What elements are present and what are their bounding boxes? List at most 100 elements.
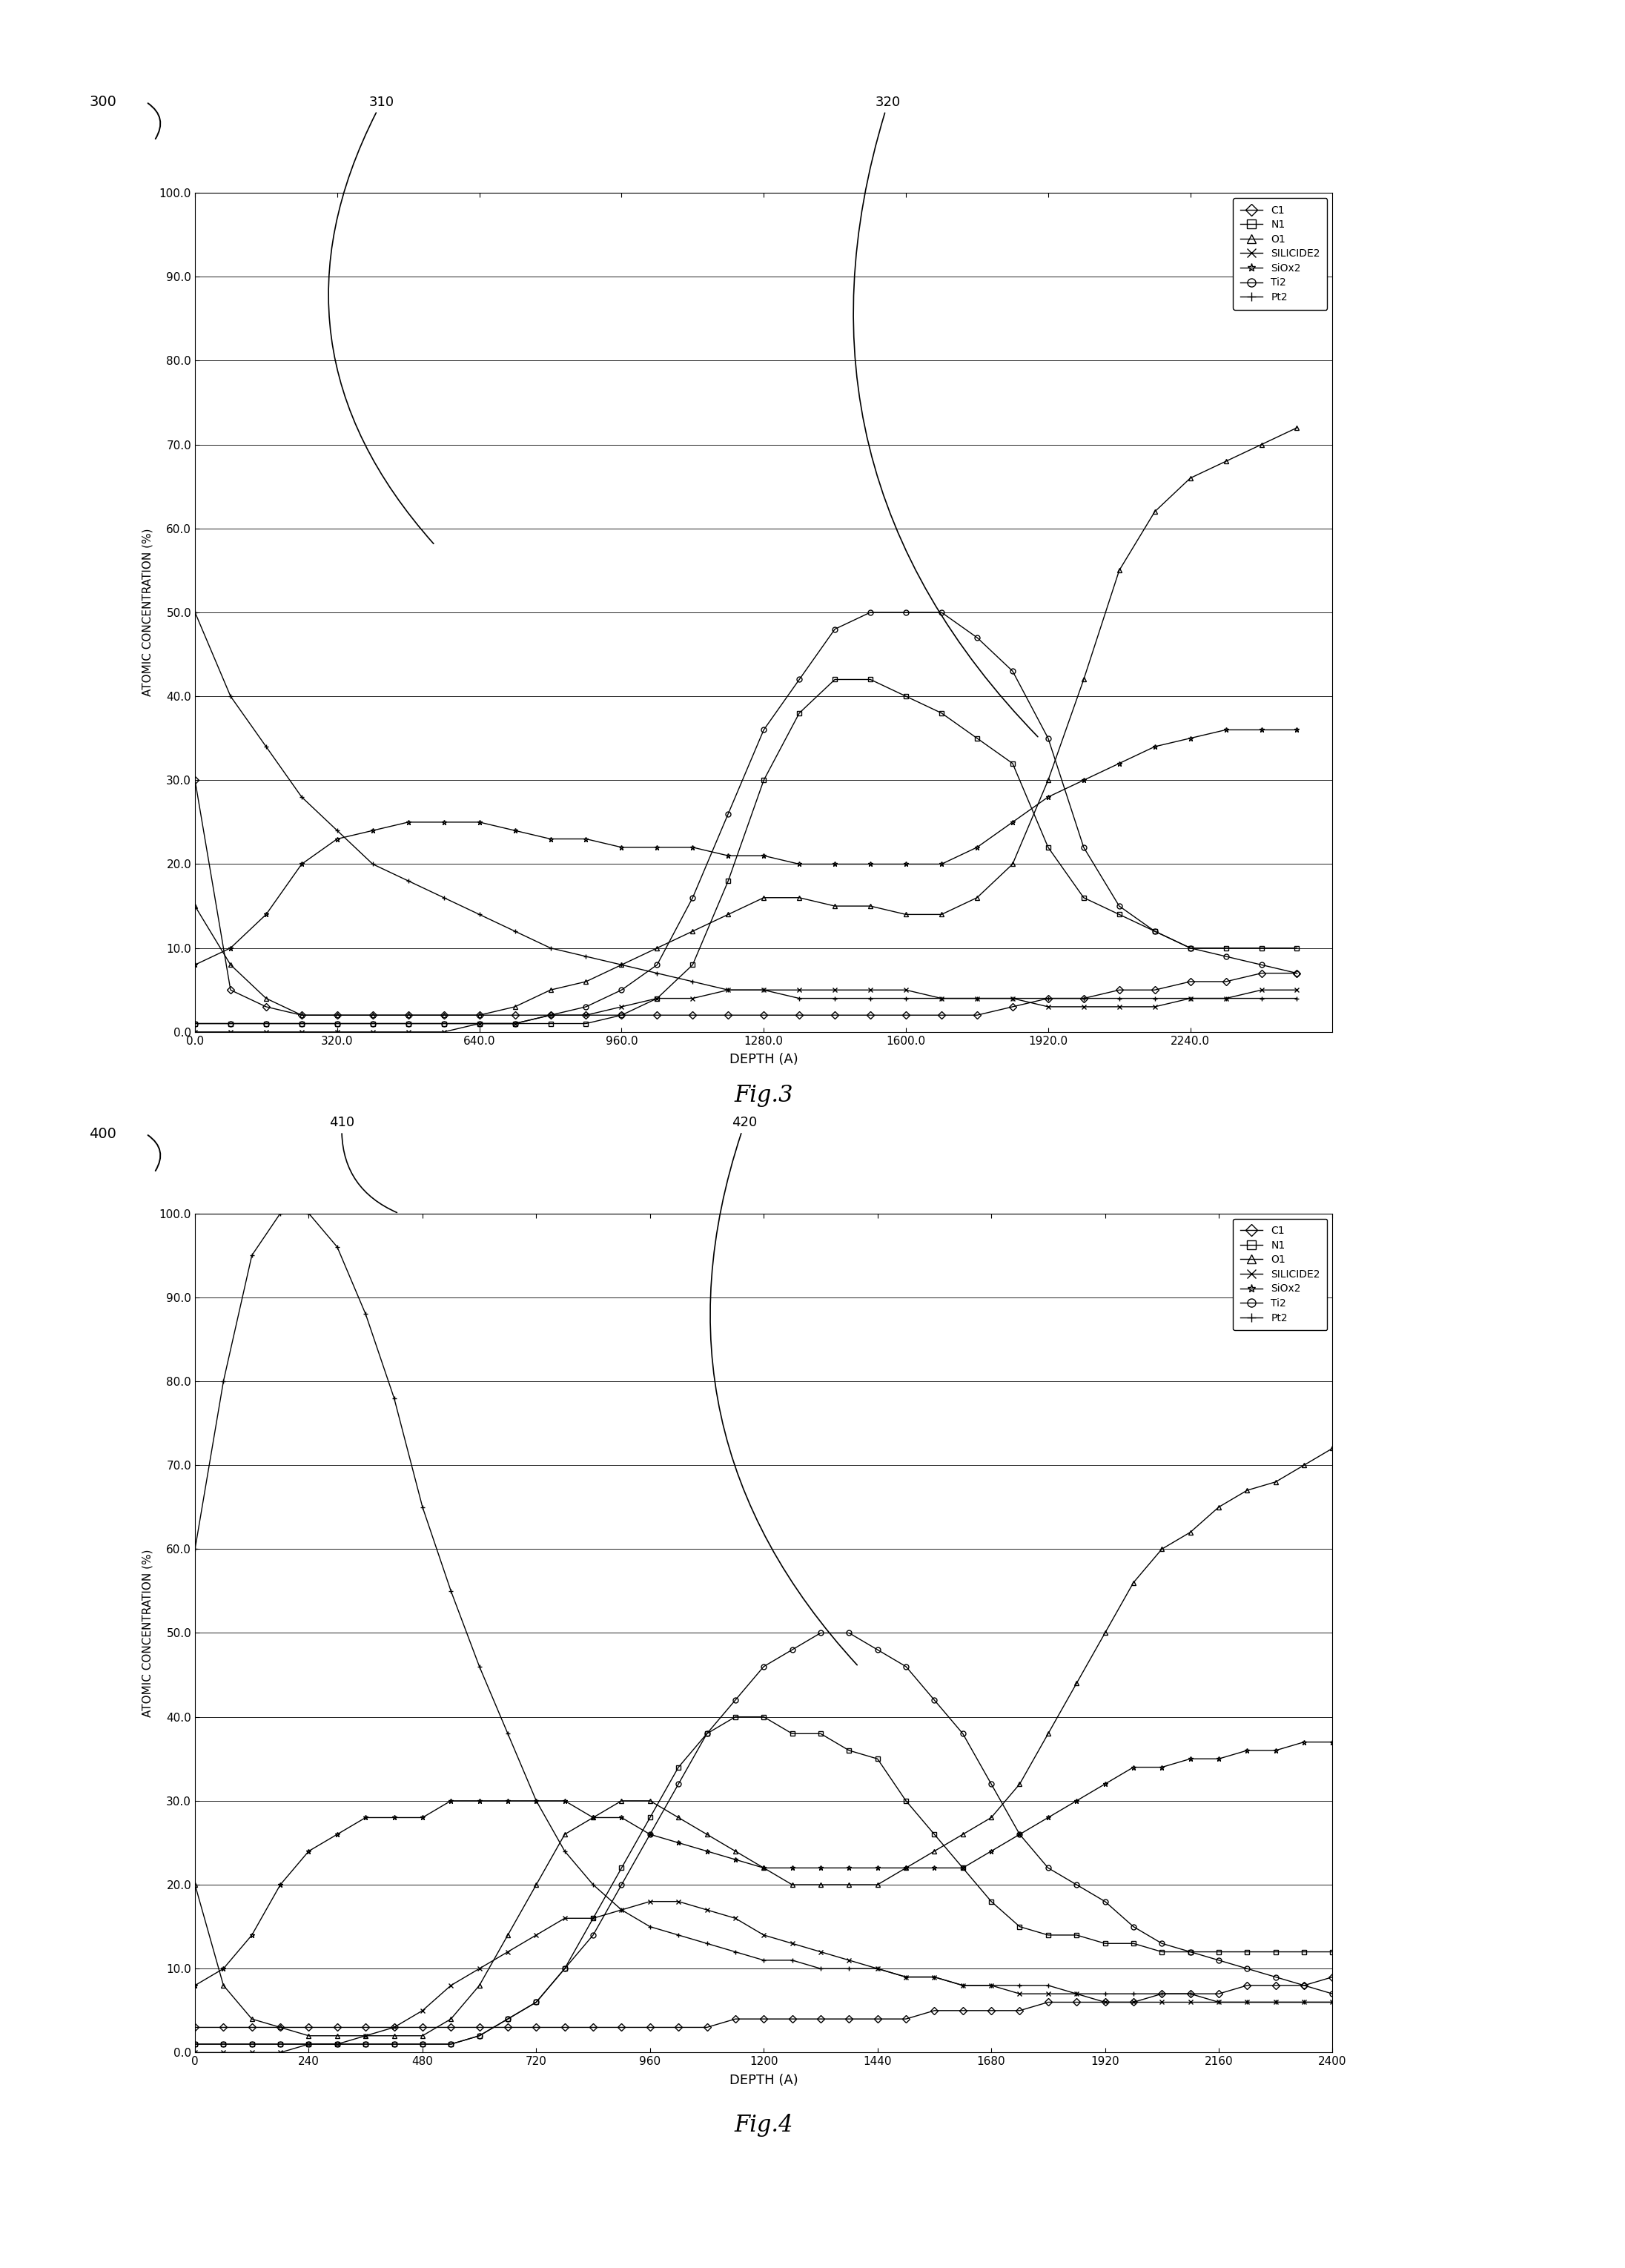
- Ti2: [647, 950, 666, 978]
- SiOx2: [257, 900, 276, 928]
- Pt2: [640, 1914, 660, 1941]
- SiOx2: [398, 807, 418, 835]
- C1: [1251, 959, 1271, 987]
- O1: [327, 2023, 346, 2050]
- O1: [782, 1871, 801, 1898]
- O1: [1266, 1467, 1285, 1495]
- SILICIDE2: [1287, 975, 1306, 1002]
- SiOx2: [1095, 1771, 1115, 1799]
- C1: [185, 2014, 205, 2041]
- SILICIDE2: [356, 2023, 375, 2050]
- Ti2: [1095, 1887, 1115, 1914]
- SILICIDE2: [1009, 1980, 1030, 2007]
- N1: [1074, 885, 1094, 912]
- O1: [541, 975, 561, 1002]
- N1: [647, 984, 666, 1012]
- Ti2: [583, 1921, 603, 1948]
- Text: Fig.3: Fig.3: [734, 1084, 793, 1107]
- Ti2: [327, 2030, 346, 2057]
- Ti2: [257, 1009, 276, 1036]
- C1: [1294, 1971, 1313, 1998]
- N1: [861, 667, 881, 694]
- Ti2: [611, 1871, 630, 1898]
- Ti2: [1003, 658, 1022, 685]
- Pt2: [868, 1955, 887, 1982]
- N1: [868, 1746, 887, 1774]
- C1: [327, 1002, 348, 1030]
- SiOx2: [725, 1846, 744, 1873]
- Line: SILICIDE2: SILICIDE2: [192, 1898, 1336, 2055]
- Ti2: [754, 717, 774, 744]
- SILICIDE2: [327, 2030, 346, 2057]
- Pt2: [270, 1200, 289, 1227]
- N1: [554, 1955, 575, 1982]
- C1: [647, 1002, 666, 1030]
- Ti2: [790, 667, 809, 694]
- SiOx2: [1146, 733, 1165, 760]
- Pt2: [967, 984, 986, 1012]
- SiOx2: [790, 851, 809, 878]
- N1: [897, 683, 916, 710]
- C1: [526, 2014, 546, 2041]
- Line: N1: N1: [192, 676, 1300, 1025]
- O1: [981, 1803, 1001, 1830]
- Ti2: [362, 1009, 382, 1036]
- O1: [1038, 1719, 1058, 1746]
- Ti2: [185, 1009, 205, 1036]
- N1: [398, 1009, 418, 1036]
- N1: [754, 767, 774, 794]
- Pt2: [185, 1535, 205, 1563]
- O1: [1009, 1771, 1030, 1799]
- N1: [470, 1009, 489, 1036]
- SILICIDE2: [541, 1002, 561, 1030]
- Pt2: [897, 1964, 916, 1991]
- C1: [1209, 1980, 1228, 2007]
- Ti2: [967, 624, 986, 651]
- SILICIDE2: [526, 1921, 546, 1948]
- Legend: C1, N1, O1, SILICIDE2, SiOx2, Ti2, Pt2: C1, N1, O1, SILICIDE2, SiOx2, Ti2, Pt2: [1233, 1218, 1328, 1331]
- N1: [669, 1753, 689, 1780]
- SILICIDE2: [897, 1964, 916, 1991]
- C1: [1216, 968, 1235, 996]
- N1: [185, 2030, 205, 2057]
- Pt2: [505, 919, 525, 946]
- N1: [1266, 1939, 1285, 1966]
- Pt2: [356, 1300, 375, 1327]
- Ti2: [185, 2030, 205, 2057]
- O1: [1095, 1619, 1115, 1647]
- Pt2: [299, 1200, 318, 1227]
- C1: [242, 2014, 262, 2041]
- Pt2: [541, 934, 561, 962]
- C1: [185, 767, 205, 794]
- C1: [434, 1002, 453, 1030]
- O1: [292, 1002, 312, 1030]
- O1: [526, 1871, 546, 1898]
- Pt2: [1294, 1989, 1313, 2016]
- SiOx2: [897, 1855, 916, 1882]
- C1: [577, 1002, 596, 1030]
- C1: [221, 975, 240, 1002]
- SILICIDE2: [497, 1939, 517, 1966]
- C1: [1038, 984, 1058, 1012]
- Pt2: [577, 943, 596, 971]
- SILICIDE2: [398, 1018, 418, 1046]
- SiOx2: [925, 1855, 944, 1882]
- Line: C1: C1: [192, 778, 1300, 1018]
- X-axis label: DEPTH (A): DEPTH (A): [730, 2073, 798, 2087]
- N1: [257, 1009, 276, 1036]
- SiOx2: [356, 1803, 375, 1830]
- O1: [754, 885, 774, 912]
- SILICIDE2: [669, 1887, 689, 1914]
- N1: [270, 2030, 289, 2057]
- SiOx2: [292, 851, 312, 878]
- N1: [1180, 1939, 1199, 1966]
- SILICIDE2: [185, 2039, 205, 2066]
- O1: [611, 1787, 630, 1814]
- Ti2: [1238, 1955, 1258, 1982]
- C1: [640, 2014, 660, 2041]
- C1: [838, 2005, 858, 2032]
- C1: [1123, 1989, 1142, 2016]
- SILICIDE2: [925, 1964, 944, 1991]
- N1: [1009, 1914, 1030, 1941]
- N1: [718, 866, 738, 894]
